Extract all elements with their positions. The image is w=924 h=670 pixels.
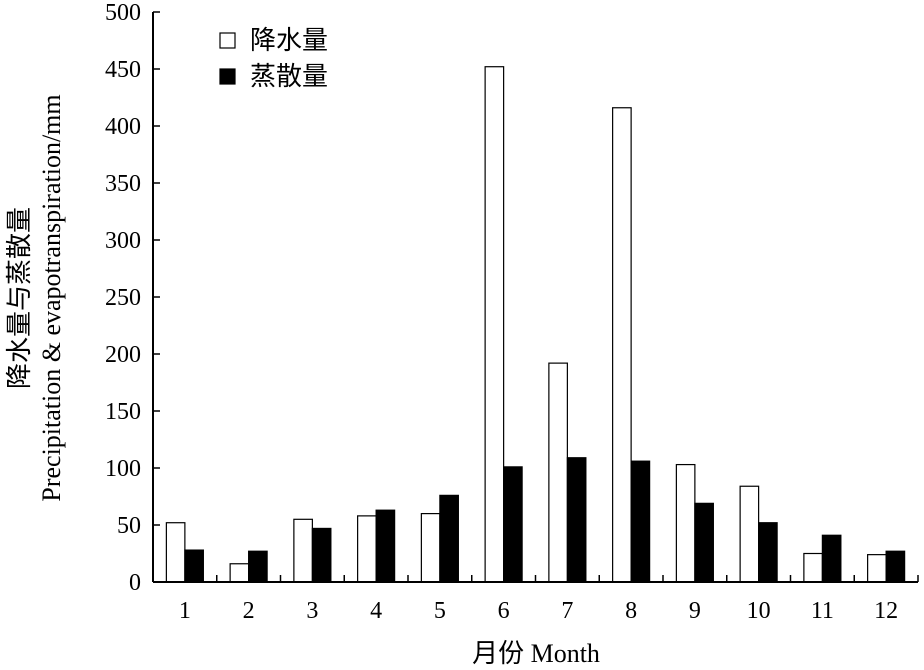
precipitation-bar-12	[867, 554, 887, 583]
x-tick-label-6: 6	[498, 598, 510, 624]
x-tick-label-5: 5	[434, 598, 446, 624]
x-tick-label-12: 12	[874, 598, 898, 624]
evapotranspiration-bar-10	[758, 522, 778, 583]
y-axis-title-line1: 降水量与蒸散量	[5, 207, 34, 389]
precipitation-bar-2	[229, 563, 250, 583]
evapotranspiration-bar-1	[184, 549, 204, 583]
evapotranspiration-bar-12	[885, 550, 906, 583]
y-tick-label-150: 150	[105, 399, 141, 425]
y-tick-label-0: 0	[129, 570, 141, 596]
x-tick-label-7: 7	[561, 598, 573, 624]
evapotranspiration-bar-4	[375, 509, 396, 583]
y-tick-label-50: 50	[117, 513, 141, 539]
x-tick-label-2: 2	[243, 598, 255, 624]
x-tick-label-4: 4	[370, 598, 382, 624]
precipitation-bar-10	[739, 485, 760, 583]
evapotranspiration-bar-2	[248, 550, 268, 583]
x-tick-label-10: 10	[747, 598, 771, 624]
y-axis-title-line2: Precipitation & evapotranspiration/mm	[37, 94, 66, 501]
precipitation-bar-4	[357, 515, 377, 583]
precipitation-bar-3	[293, 518, 313, 583]
precipitation-bar-7	[548, 362, 568, 583]
precipitation-bar-6	[484, 66, 505, 583]
evapotranspiration-bar-3	[311, 527, 332, 583]
precipitation-bar-11	[803, 552, 823, 583]
y-tick-label-300: 300	[105, 228, 141, 254]
x-tick-label-8: 8	[625, 598, 637, 624]
x-axis-title: 月份 Month	[472, 639, 600, 668]
y-tick-label-100: 100	[105, 456, 141, 482]
evapotranspiration-bar-11	[821, 534, 842, 583]
x-tick-label-1: 1	[179, 598, 191, 624]
y-tick-label-250: 250	[105, 285, 141, 311]
legend-label-precipitation: 降水量	[250, 26, 328, 55]
y-tick-label-500: 500	[105, 0, 141, 26]
evapotranspiration-bar-5	[439, 494, 459, 583]
y-tick-label-450: 450	[105, 57, 141, 83]
legend-swatch-evapotranspiration	[219, 68, 236, 85]
y-tick-label-400: 400	[105, 114, 141, 140]
evapotranspiration-bar-7	[566, 457, 587, 583]
x-tick-label-11: 11	[811, 598, 834, 624]
legend-swatch-precipitation	[219, 32, 236, 49]
y-axis-title: 降水量与蒸散量 Precipitation & evapotranspirati…	[5, 94, 66, 501]
evapotranspiration-bar-6	[503, 466, 523, 583]
precipitation-bar-1	[165, 522, 186, 583]
x-tick-label-9: 9	[689, 598, 701, 624]
evapotranspiration-bar-8	[630, 460, 651, 583]
y-tick-label-350: 350	[105, 171, 141, 197]
evapotranspiration-bar-9	[694, 502, 714, 583]
y-tick-label-200: 200	[105, 342, 141, 368]
x-tick-label-3: 3	[306, 598, 318, 624]
precipitation-bar-8	[612, 107, 632, 583]
precipitation-bar-5	[420, 512, 441, 583]
legend-label-evapotranspiration: 蒸散量	[250, 62, 328, 91]
precipitation-bar-9	[675, 463, 696, 583]
